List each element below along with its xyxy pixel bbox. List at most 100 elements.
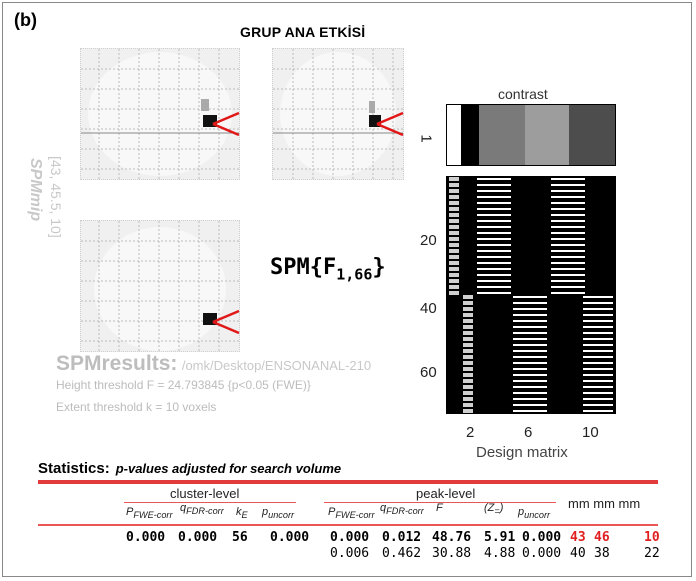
dm-dash (477, 286, 511, 288)
results-heading: SPMresults: (56, 352, 178, 375)
dm-dash (551, 202, 585, 204)
dm-stripe (449, 279, 459, 283)
dm-xtick-2: 2 (466, 424, 475, 441)
dm-dash (513, 320, 547, 322)
dm-dash (551, 286, 585, 288)
dm-dash (583, 368, 613, 370)
dm-stripe (449, 183, 459, 187)
dm-dash (551, 196, 585, 198)
dm-dash (513, 398, 547, 400)
dm-stripe (463, 403, 473, 407)
dm-ytick-40: 40 (420, 300, 437, 317)
panel-label: (b) (14, 10, 37, 30)
table-row[interactable]: 0.000 0.000 56 0.000 0.000 0.012 48.76 5… (126, 530, 666, 548)
dm-dash (513, 314, 547, 316)
dm-dash (583, 380, 613, 382)
spm-stat-prefix: SPM{F (270, 255, 337, 280)
cell-peak-pfwe: 0.006 (330, 546, 370, 561)
dm-stripe (463, 385, 473, 389)
dm-dash (551, 256, 585, 258)
mip-coronal-view[interactable] (272, 48, 404, 180)
dm-dash (551, 250, 585, 252)
dm-dash (551, 232, 585, 234)
col-cluster-ke: kE (236, 506, 248, 521)
dm-stripe (449, 231, 459, 235)
statistics-underline (38, 480, 658, 484)
dm-dash (583, 386, 613, 388)
dm-dash (551, 292, 585, 294)
dm-stripe (449, 195, 459, 199)
dm-dash (551, 178, 585, 180)
dm-dash (513, 362, 547, 364)
dm-dash (477, 244, 511, 246)
dm-xtick-10: 10 (582, 424, 599, 441)
dm-stripe (463, 349, 473, 353)
dm-dash (513, 344, 547, 346)
cell-peak-F: 30.88 (432, 546, 472, 561)
dm-dash (583, 344, 613, 346)
dm-stripe (449, 285, 459, 289)
dm-stripe (463, 373, 473, 377)
dm-dash (551, 274, 585, 276)
dm-stripe (463, 391, 473, 395)
dm-stripe (463, 367, 473, 371)
dm-stripe (463, 301, 473, 305)
spm-results-header: SPMresults: /omk/Desktop/ENSONANAL-210 (56, 352, 371, 376)
contrast-cell (525, 105, 569, 165)
dm-dash (477, 268, 511, 270)
dm-stripe (463, 337, 473, 341)
dm-stripe (449, 201, 459, 205)
col-peak-pfwe: PFWE-corr (328, 506, 375, 521)
dm-stripe (449, 291, 459, 295)
mip-coronal-grid (273, 49, 403, 179)
dm-dash (513, 374, 547, 376)
spm-statistic-label: SPM{F1,66} (270, 255, 386, 283)
dm-dash (583, 326, 613, 328)
dm-dash (477, 214, 511, 216)
mip-axial-view[interactable] (80, 220, 240, 352)
dm-ytick-20: 20 (420, 232, 437, 249)
cluster-underline (124, 502, 296, 503)
cell-peak-qfdr: 0.462 (382, 546, 422, 561)
dm-dash (477, 292, 511, 294)
cluster-level-header: cluster-level (170, 486, 240, 501)
cell-cluster-ke: 56 (232, 530, 248, 545)
cell-peak-pfwe: 0.000 (330, 530, 370, 545)
dm-dash (551, 226, 585, 228)
dm-dash (583, 320, 613, 322)
cell-cluster-qfdr: 0.000 (178, 530, 218, 545)
results-path[interactable]: /omk/Desktop/ENSONANAL-210 (181, 358, 372, 373)
table-row[interactable]: 0.006 0.462 30.88 4.88 0.000 40 38 22 (126, 546, 666, 564)
contrast-title: contrast (498, 86, 548, 102)
cell-peak-puncorr: 0.000 (522, 530, 562, 545)
dm-dash (551, 244, 585, 246)
height-threshold: Height threshold F = 24.793845 {p<0.05 (… (56, 378, 311, 392)
dm-dash (477, 280, 511, 282)
dm-dash (477, 232, 511, 234)
design-matrix[interactable] (446, 176, 616, 414)
dm-stripe (449, 237, 459, 241)
dm-dash (477, 226, 511, 228)
dm-dash (477, 274, 511, 276)
cell-z-mm: 10 (644, 530, 660, 545)
mm-header: mm mm mm (568, 496, 641, 511)
cursor-arrow-icon (212, 309, 240, 335)
dm-dash (477, 250, 511, 252)
mip-sagittal-view[interactable] (80, 48, 240, 180)
cell-cluster-pfwe: 0.000 (126, 530, 166, 545)
dm-dash (477, 184, 511, 186)
col-peak-qfdr: qFDR-corr (380, 502, 424, 517)
table-header-underline (38, 524, 658, 526)
dm-stripe (449, 219, 459, 223)
contrast-cell (569, 105, 615, 165)
contrast-cell (461, 105, 479, 165)
dm-dash (513, 326, 547, 328)
mip-sagittal-grid (81, 49, 239, 179)
contrast-bar[interactable] (446, 104, 616, 166)
dm-dash (551, 238, 585, 240)
dm-dash (477, 190, 511, 192)
dm-stripe (463, 295, 473, 299)
dm-dash (583, 338, 613, 340)
dm-dash (513, 350, 547, 352)
